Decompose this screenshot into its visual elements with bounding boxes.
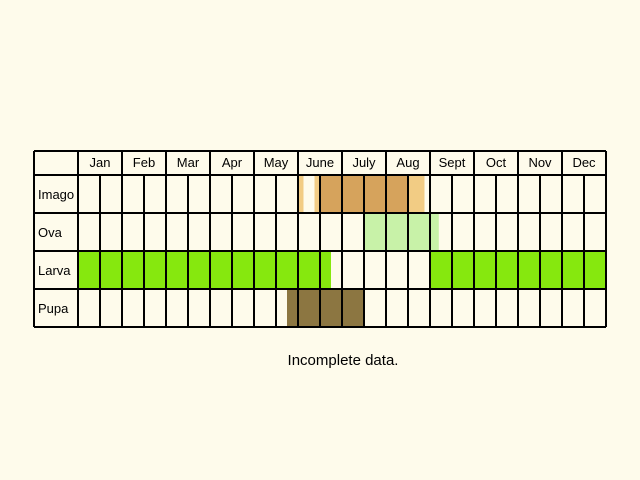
month-label-oct: Oct — [486, 155, 507, 170]
incomplete-data-note: Incomplete data. — [287, 352, 399, 369]
month-label-feb: Feb — [133, 155, 155, 170]
bar-imago-1 — [314, 175, 320, 213]
month-label-nov: Nov — [528, 155, 552, 170]
month-label-apr: Apr — [222, 155, 243, 170]
bar-imago-3 — [408, 175, 425, 213]
bar-pupa-0 — [287, 289, 364, 327]
month-label-june: June — [306, 155, 334, 170]
month-label-may: May — [264, 155, 289, 170]
bar-imago-0 — [298, 175, 304, 213]
stage-label-pupa: Pupa — [38, 301, 69, 316]
bar-ova-0 — [364, 213, 439, 251]
month-label-dec: Dec — [572, 155, 596, 170]
month-label-july: July — [352, 155, 376, 170]
stage-label-ova: Ova — [38, 225, 63, 240]
month-label-sept: Sept — [439, 155, 466, 170]
month-label-jan: Jan — [90, 155, 111, 170]
stage-label-imago: Imago — [38, 187, 74, 202]
month-label-mar: Mar — [177, 155, 200, 170]
stage-label-larva: Larva — [38, 263, 71, 278]
month-label-aug: Aug — [396, 155, 419, 170]
bar-larva-0 — [78, 251, 331, 289]
